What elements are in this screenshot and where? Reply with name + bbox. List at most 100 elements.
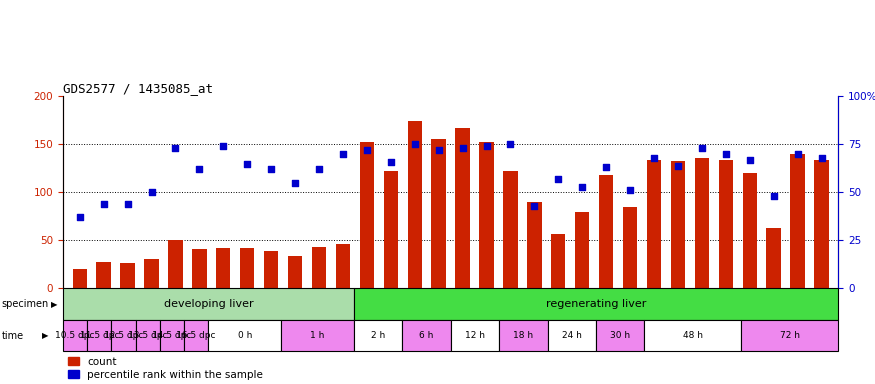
Bar — [88, 320, 111, 351]
Point — [121, 201, 135, 207]
Bar — [168, 240, 183, 288]
Text: 2 h: 2 h — [371, 331, 385, 340]
Point — [647, 155, 661, 161]
Text: 48 h: 48 h — [682, 331, 703, 340]
Point — [336, 151, 350, 157]
Bar — [240, 248, 255, 288]
Bar — [96, 263, 111, 288]
Point — [144, 189, 158, 195]
Bar — [136, 320, 160, 351]
Point — [73, 214, 87, 220]
Bar — [288, 256, 302, 288]
Point — [743, 157, 757, 163]
Bar — [503, 171, 518, 288]
Bar — [548, 320, 596, 351]
Point — [695, 145, 709, 151]
Bar — [596, 320, 644, 351]
Bar — [790, 154, 805, 288]
Bar — [815, 160, 829, 288]
Point — [192, 166, 206, 172]
Point — [480, 143, 494, 149]
Text: 12.5 dpc: 12.5 dpc — [104, 331, 144, 340]
Bar — [599, 175, 613, 288]
Point — [241, 161, 255, 167]
Bar — [354, 320, 402, 351]
Text: developing liver: developing liver — [164, 299, 253, 309]
Text: 13.5 dpc: 13.5 dpc — [128, 331, 167, 340]
Text: 1 h: 1 h — [311, 331, 325, 340]
Bar — [121, 263, 135, 288]
Text: specimen: specimen — [2, 299, 49, 309]
Point — [551, 176, 565, 182]
Bar — [743, 173, 757, 288]
Legend: count, percentile rank within the sample: count, percentile rank within the sample — [68, 357, 262, 380]
Bar — [63, 320, 88, 351]
Text: 18 h: 18 h — [514, 331, 534, 340]
Point — [288, 180, 302, 186]
Bar — [499, 320, 548, 351]
Point — [575, 184, 589, 190]
Bar — [354, 288, 838, 320]
Point — [503, 141, 517, 147]
Text: ▶: ▶ — [51, 300, 57, 309]
Bar — [402, 320, 451, 351]
Point — [360, 147, 374, 153]
Point — [312, 166, 326, 172]
Bar — [312, 247, 326, 288]
Text: 72 h: 72 h — [780, 331, 800, 340]
Bar — [408, 121, 422, 288]
Bar — [766, 228, 780, 288]
Bar — [111, 320, 136, 351]
Point — [815, 155, 829, 161]
Text: 0 h: 0 h — [237, 331, 252, 340]
Bar — [528, 202, 542, 288]
Text: 30 h: 30 h — [610, 331, 630, 340]
Text: time: time — [2, 331, 24, 341]
Text: 16.5 dpc: 16.5 dpc — [177, 331, 216, 340]
Text: 14.5 dpc: 14.5 dpc — [152, 331, 192, 340]
Bar — [360, 142, 374, 288]
Text: GDS2577 / 1435085_at: GDS2577 / 1435085_at — [63, 82, 213, 95]
Text: 12 h: 12 h — [465, 331, 485, 340]
Text: 10.5 dpc: 10.5 dpc — [55, 331, 94, 340]
Bar — [281, 320, 354, 351]
Point — [169, 145, 183, 151]
Bar — [623, 207, 637, 288]
Text: regenerating liver: regenerating liver — [546, 299, 646, 309]
Bar — [264, 251, 278, 288]
Text: 11.5 dpc: 11.5 dpc — [80, 331, 119, 340]
Point — [456, 145, 470, 151]
Point — [766, 193, 780, 199]
Point — [216, 143, 230, 149]
Text: 6 h: 6 h — [419, 331, 434, 340]
Point — [599, 164, 613, 170]
Bar — [551, 233, 565, 288]
Bar — [184, 320, 208, 351]
Point — [264, 166, 278, 172]
Bar — [431, 139, 446, 288]
Text: ▶: ▶ — [42, 331, 48, 340]
Bar — [455, 128, 470, 288]
Bar — [644, 320, 741, 351]
Point — [384, 159, 398, 165]
Bar — [63, 288, 354, 320]
Bar — [73, 269, 87, 288]
Point — [791, 151, 805, 157]
Point — [96, 201, 110, 207]
Point — [431, 147, 445, 153]
Bar — [336, 244, 350, 288]
Bar — [718, 160, 733, 288]
Bar — [383, 171, 398, 288]
Bar — [647, 160, 662, 288]
Bar — [451, 320, 499, 351]
Bar — [741, 320, 838, 351]
Point — [671, 162, 685, 169]
Point — [718, 151, 732, 157]
Bar — [144, 259, 158, 288]
Point — [528, 203, 542, 209]
Bar — [192, 249, 206, 288]
Bar — [216, 248, 230, 288]
Bar — [480, 142, 494, 288]
Bar — [575, 212, 590, 288]
Bar — [160, 320, 184, 351]
